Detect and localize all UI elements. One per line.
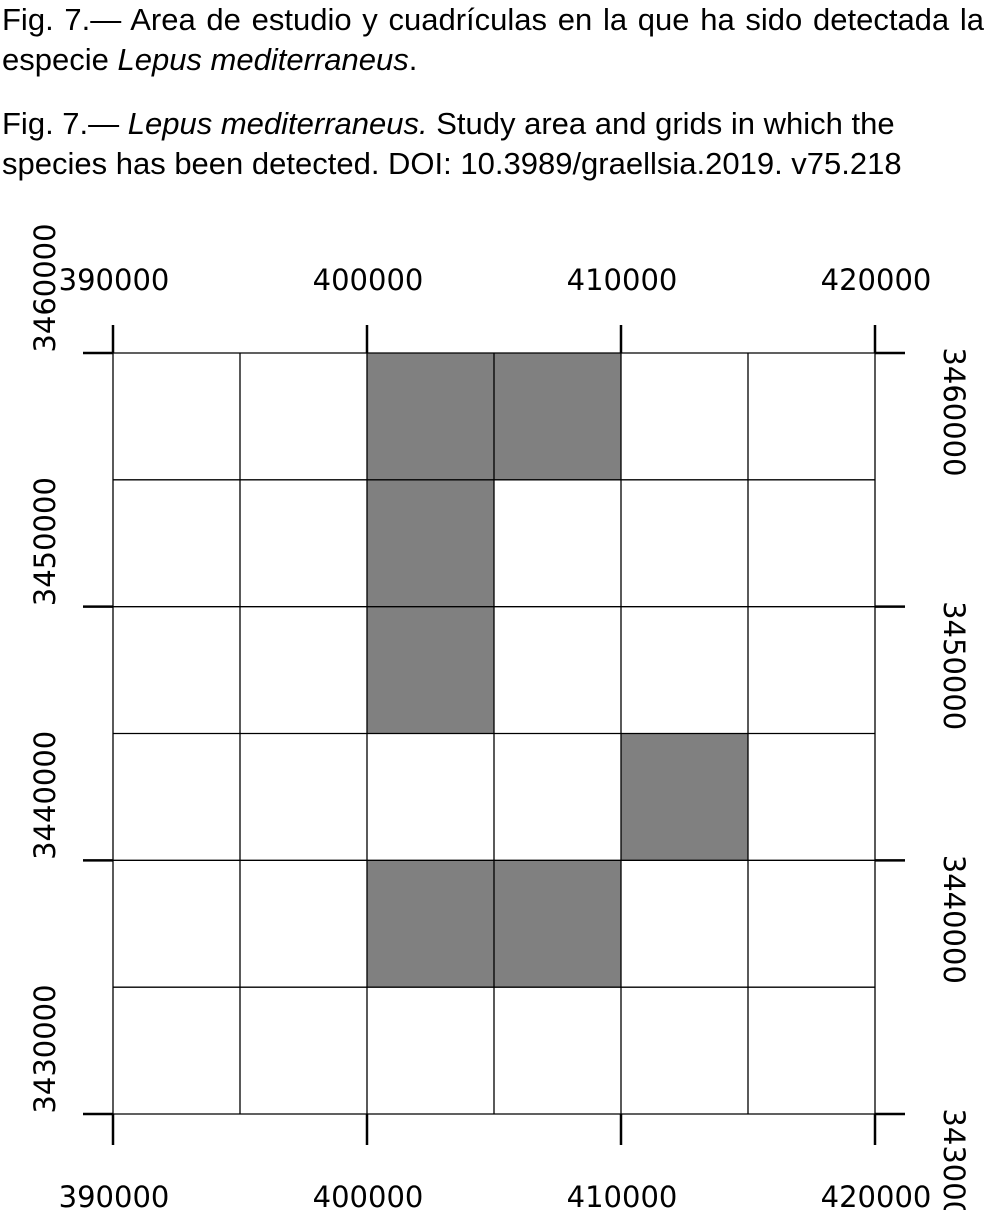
grid-cell-empty [367, 733, 494, 861]
grid-cells [113, 353, 875, 1114]
grid-cell-empty [748, 606, 875, 734]
grid-cell-empty [494, 733, 621, 861]
caption-es-suffix: . [408, 42, 418, 77]
grid-cell-empty [240, 733, 367, 861]
grid-cell-empty [748, 860, 875, 988]
axis-ticks [83, 325, 905, 1145]
y-tick-label-right: 3430000 [937, 1108, 971, 1210]
grid-cell-detected [367, 353, 494, 480]
grid-cell-empty [240, 987, 367, 1114]
y-tick-label-right: 3460000 [937, 347, 971, 476]
grid-cell-empty [240, 606, 367, 734]
grid-cell-empty [621, 353, 748, 480]
grid-cell-detected [367, 479, 494, 607]
axis-labels: 390000 390000 400000 400000 410000 410000 4200… [28, 223, 971, 1210]
caption-es-prefix: Fig. 7.— Area de estudio y cuadrículas e… [2, 2, 984, 77]
x-tick-label-top: 400000 [313, 263, 424, 297]
grid-lines [112, 352, 876, 1115]
grid-cell-empty [621, 479, 748, 607]
grid-cell-empty [748, 733, 875, 861]
x-tick-label-bottom: 410000 [567, 1180, 678, 1210]
y-tick-label-right: 3450000 [937, 601, 971, 730]
caption-english: Fig. 7.— Lepus mediterraneus. Study area… [2, 104, 984, 184]
grid-cell-empty [621, 987, 748, 1114]
grid-cell-empty [113, 987, 240, 1114]
caption-en-prefix: Fig. 7.— [2, 106, 128, 141]
grid-cell-empty [240, 860, 367, 988]
grid-cell-empty [113, 606, 240, 734]
grid-cell-empty [113, 479, 240, 607]
grid-cell-detected [367, 606, 494, 734]
grid-cell-empty [240, 353, 367, 480]
y-tick-label-left: 3430000 [28, 984, 62, 1113]
grid-cell-detected [621, 733, 748, 861]
y-tick-label-left: 3450000 [28, 477, 62, 606]
grid-cell-empty [621, 860, 748, 988]
grid-cell-empty [748, 987, 875, 1114]
x-tick-label-bottom: 400000 [313, 1180, 424, 1210]
grid-cell-empty [621, 606, 748, 734]
caption-es-species: Lepus mediterraneus [117, 42, 409, 77]
grid-cell-empty [494, 479, 621, 607]
x-tick-label-bottom: 390000 [59, 1180, 170, 1210]
grid-cell-empty [240, 479, 367, 607]
grid-cell-empty [113, 353, 240, 480]
grid-cell-empty [494, 987, 621, 1114]
grid-cell-detected [494, 860, 621, 988]
grid-cell-empty [113, 733, 240, 861]
caption-spanish: Fig. 7.— Area de estudio y cuadrículas e… [2, 0, 984, 80]
grid-cell-empty [748, 353, 875, 480]
y-tick-label-left: 3460000 [28, 223, 62, 352]
y-tick-label-right: 3440000 [937, 855, 971, 984]
grid-cell-detected [494, 353, 621, 480]
grid-cell-empty [367, 987, 494, 1114]
caption-en-suffix: Study area and grids in which the specie… [2, 106, 902, 181]
x-tick-label-top: 390000 [59, 263, 170, 297]
grid-cell-empty [113, 860, 240, 988]
x-tick-label-top: 410000 [567, 263, 678, 297]
caption-en-species: Lepus mediterraneus. [127, 106, 428, 141]
grid-cell-empty [494, 606, 621, 734]
x-tick-label-bottom: 420000 [821, 1180, 932, 1210]
grid-cell-empty [748, 479, 875, 607]
x-tick-label-top: 420000 [821, 263, 932, 297]
grid-cell-detected [367, 860, 494, 988]
y-tick-label-left: 3440000 [28, 731, 62, 860]
